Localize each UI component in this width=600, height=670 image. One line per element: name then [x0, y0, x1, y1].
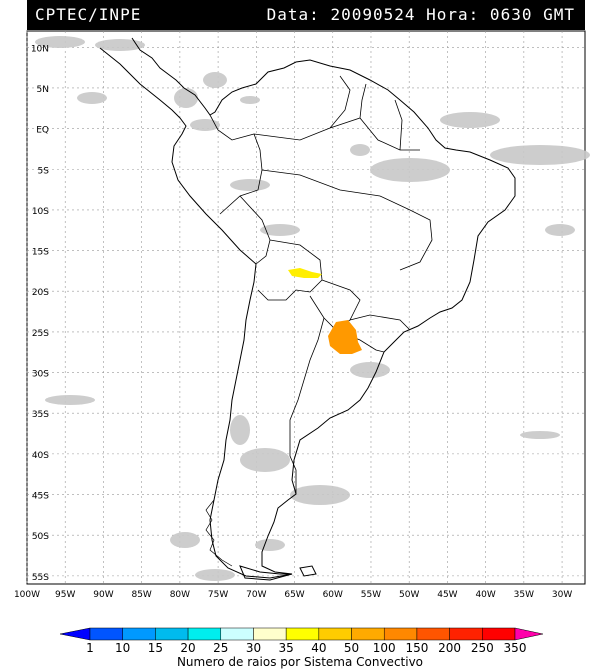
legend-value-label: 50 — [344, 641, 359, 655]
latitude-tick-label: 5N — [37, 85, 49, 95]
cloud-patch — [370, 158, 450, 182]
legend-swatch — [89, 627, 123, 641]
longitude-tick-label: 90W — [93, 590, 113, 600]
legend-title: Numero de raios por Sistema Convectivo — [177, 655, 423, 669]
legend-swatch — [351, 627, 385, 641]
latitude-tick-label: 5S — [38, 166, 50, 176]
longitude-tick-label: 40W — [475, 590, 495, 600]
latitude-tick-label: 10S — [32, 207, 49, 217]
latitude-tick-label: 55S — [32, 573, 49, 583]
legend-arrow-low — [59, 627, 91, 641]
cloud-patch — [77, 92, 107, 104]
longitude-tick-label: 65W — [284, 590, 304, 600]
legend-swatch — [285, 627, 320, 641]
cloud-patch — [45, 395, 95, 405]
convective-system-orange — [328, 320, 362, 354]
legend-swatch — [253, 627, 287, 641]
legend-swatch — [155, 627, 189, 641]
legend-value-label: 350 — [504, 641, 527, 655]
legend-swatch — [482, 627, 516, 641]
latitude-tick-label: 35S — [32, 410, 49, 420]
coastline — [99, 37, 516, 581]
legend-value-label: 200 — [438, 641, 461, 655]
tierra-del-fuego — [239, 565, 293, 581]
latitude-tick-label: 10N — [31, 44, 49, 54]
legend-value-label: 30 — [246, 641, 261, 655]
cloud-patch — [230, 179, 270, 191]
longitude-tick-label: 50W — [399, 590, 419, 600]
legend-arrow-high — [514, 627, 544, 641]
legend-swatch — [318, 627, 352, 641]
longitude-tick-label: 100W — [14, 590, 40, 600]
longitude-tick-label: 35W — [514, 590, 534, 600]
legend-value-label: 35 — [279, 641, 294, 655]
longitude-labels: 100W 95W 90W 85W 80W 75W 70W 65W 60W 55W 50W 45W 40W… — [14, 590, 572, 600]
cloud-patch — [35, 36, 85, 48]
legend-swatch — [122, 627, 156, 641]
longitude-tick-label: 80W — [170, 590, 190, 600]
legend-value-label: 100 — [373, 641, 396, 655]
cloud-patch — [520, 431, 560, 439]
date-time-label: Data: 20090524 Hora: 0630 GMT — [266, 5, 575, 24]
cloud-patch — [195, 569, 235, 581]
cloud-patch — [440, 112, 500, 128]
legend-value-label: 150 — [405, 641, 428, 655]
title-bar: CPTEC/INPE Data: 20090524 Hora: 0630 GMT — [27, 0, 585, 30]
legend-value-label: 10 — [115, 641, 130, 655]
legend-value-label: 40 — [311, 641, 326, 655]
latitude-tick-label: 20S — [32, 288, 49, 298]
latitude-tick-label: 25S — [32, 329, 49, 339]
cloud-patch — [240, 96, 260, 104]
longitude-tick-label: 75W — [208, 590, 228, 600]
cloud-patch — [350, 144, 370, 156]
cloud-patch — [290, 485, 350, 505]
legend-swatch — [449, 627, 483, 641]
legend-value-label: 15 — [148, 641, 163, 655]
latitude-tick-label: 50S — [32, 532, 49, 542]
cloud-patch — [203, 72, 227, 88]
longitude-tick-label: 30W — [552, 590, 572, 600]
legend-value-label: 1 — [86, 641, 94, 655]
cloud-patch — [95, 39, 145, 51]
latitude-tick-label: 30S — [32, 370, 49, 380]
cloud-patch — [190, 119, 220, 131]
latitude-tick-label: 15S — [32, 248, 49, 258]
southern-coast-islands — [205, 499, 233, 567]
latitude-tick-label: EQ — [36, 126, 49, 136]
falkland-islands — [299, 565, 317, 577]
longitude-tick-label: 70W — [246, 590, 266, 600]
cloud-cover — [35, 36, 590, 581]
central-america-coast — [99, 37, 516, 579]
legend-swatch — [220, 627, 254, 641]
color-legend: 1 10 15 20 25 30 35 40 50 100 150 200 250 350 — [59, 627, 544, 655]
latitude-tick-label: 45S — [32, 492, 49, 502]
legend-value-label: 20 — [180, 641, 195, 655]
legend-value-label: 25 — [213, 641, 228, 655]
longitude-tick-label: 60W — [323, 590, 343, 600]
legend-swatch — [187, 627, 222, 641]
source-label: CPTEC/INPE — [35, 5, 142, 24]
cloud-patch — [255, 539, 285, 551]
cloud-patch — [174, 88, 198, 108]
longitude-tick-label: 95W — [55, 590, 75, 600]
cloud-patch — [240, 448, 290, 472]
legend-swatch — [416, 627, 450, 641]
country-borders — [209, 75, 433, 494]
convective-system-yellow — [288, 268, 322, 278]
latitude-labels: 10N 5N EQ 5S 10S 15S 20S 25S 30S 35S 40S 45S 50S 55S — [31, 44, 49, 583]
cloud-patch — [260, 224, 300, 236]
cloud-patch — [350, 362, 390, 378]
longitude-tick-label: 55W — [361, 590, 381, 600]
cloud-patch — [545, 224, 575, 236]
cloud-patch — [230, 415, 250, 445]
latitude-tick-label: 40S — [32, 451, 49, 461]
longitude-tick-label: 45W — [437, 590, 457, 600]
legend-value-label: 250 — [471, 641, 494, 655]
legend-swatch — [383, 627, 418, 641]
cloud-patch — [490, 145, 590, 165]
cloud-patch — [170, 532, 200, 548]
graticule — [26, 31, 585, 584]
longitude-tick-label: 85W — [131, 590, 151, 600]
